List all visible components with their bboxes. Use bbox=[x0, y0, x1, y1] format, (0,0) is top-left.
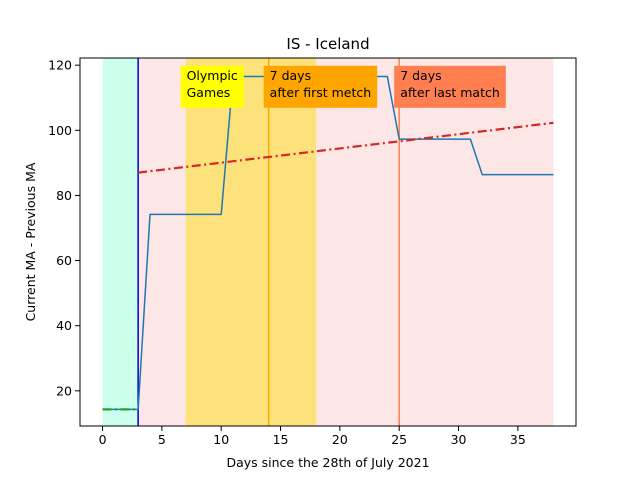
x-tick-label: 20 bbox=[332, 432, 348, 447]
x-tick-label: 15 bbox=[273, 432, 289, 447]
y-tick-label: 120 bbox=[48, 58, 72, 73]
y-axis-label: Current MA - Previous MA bbox=[23, 162, 38, 321]
y-tick-label: 80 bbox=[56, 188, 72, 203]
y-tick-label: 100 bbox=[48, 123, 72, 138]
annotation-2-box bbox=[263, 65, 378, 108]
annotation-1: Olympic Games bbox=[180, 65, 244, 108]
x-tick-label: 25 bbox=[391, 432, 407, 447]
x-tick-label: 30 bbox=[451, 432, 467, 447]
axes-frame bbox=[79, 57, 577, 427]
annotation-2-line-2: after first metch bbox=[270, 85, 372, 100]
x-axis-label: Days since the 28th of July 2021 bbox=[226, 455, 429, 470]
y-tick-label: 20 bbox=[56, 383, 72, 398]
shaded-region-3 bbox=[185, 58, 317, 426]
y-tick-label: 60 bbox=[56, 253, 72, 268]
x-tick-label: 0 bbox=[99, 432, 107, 447]
y-tick-label: 40 bbox=[56, 318, 72, 333]
annotation-3: 7 days after last match bbox=[394, 65, 506, 108]
x-tick-label: 10 bbox=[213, 432, 229, 447]
shaded-region-1 bbox=[102, 58, 139, 426]
annotation-3-line-1: 7 days bbox=[400, 68, 441, 83]
annotation-3-line-2: after last match bbox=[400, 85, 500, 100]
series-line-post-trend bbox=[138, 121, 554, 174]
annotation-1-box bbox=[180, 65, 244, 108]
annotation-2: 7 days after first metch bbox=[263, 65, 378, 108]
x-tick-label: 5 bbox=[158, 432, 166, 447]
annotation-2-line-1: 7 days bbox=[270, 68, 311, 83]
x-tick-label: 35 bbox=[510, 432, 526, 447]
annotation-3-box bbox=[394, 65, 506, 108]
annotation-1-line-1: Olympic bbox=[187, 68, 238, 83]
annotation-1-line-2: Games bbox=[187, 85, 231, 100]
chart-title: IS - Iceland bbox=[286, 35, 369, 53]
